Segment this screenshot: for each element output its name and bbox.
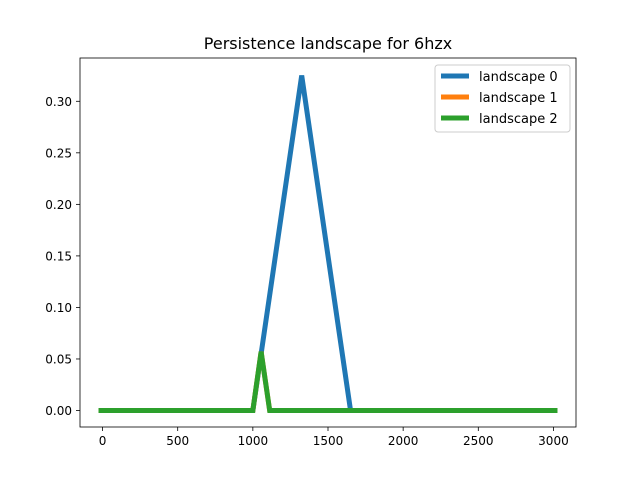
axes: 0 500 1000 1500 2000 2500 3000 0.00 0.05 0.10 0.15… <box>45 57 577 448</box>
legend-label-1: landscape 1 <box>479 91 558 106</box>
y-tick-label: 0.10 <box>45 301 72 315</box>
legend-label-2: landscape 2 <box>479 112 558 127</box>
legend-label-0: landscape 0 <box>479 70 558 85</box>
y-tick-label: 0.25 <box>45 146 72 160</box>
plot-area <box>98 75 558 414</box>
chart-title: Persistence landscape for 6hzx <box>204 34 452 53</box>
y-tick-label: 0.30 <box>45 95 72 109</box>
x-tick-label: 500 <box>166 434 189 448</box>
x-tick-label: 2500 <box>463 434 494 448</box>
y-tick-label: 0.05 <box>45 352 72 366</box>
x-tick-label: 1000 <box>238 434 269 448</box>
legend-box <box>434 64 571 133</box>
x-tick-label: 3000 <box>538 434 569 448</box>
x-tick-label: 0 <box>99 434 107 448</box>
x-tick-label: 1500 <box>313 434 344 448</box>
y-tick-label: 0.20 <box>45 198 72 212</box>
series-line-2 <box>98 351 558 414</box>
y-tick-label: 0.00 <box>45 404 72 418</box>
legend: landscape 0 landscape 1 landscape 2 <box>434 64 571 133</box>
x-tick-label: 2000 <box>388 434 419 448</box>
y-tick-label: 0.15 <box>45 249 72 263</box>
